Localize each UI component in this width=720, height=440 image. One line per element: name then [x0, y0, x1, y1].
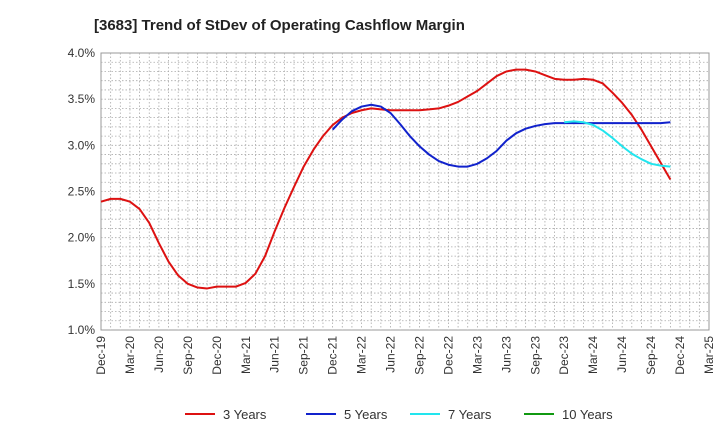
x-tick-label: Mar-24 [586, 336, 600, 374]
x-tick-label: Dec-19 [94, 336, 108, 375]
x-tick-label: Dec-23 [557, 336, 571, 375]
x-tick-label: Dec-20 [210, 336, 224, 375]
y-tick-label: 1.0% [68, 323, 96, 337]
x-tick-label: Jun-20 [152, 336, 166, 373]
x-tick-label: Mar-23 [470, 336, 484, 374]
x-axis: Dec-19 Mar-20 Jun-20 Sep-20 Dec-20 Mar-21 Jun-… [94, 336, 716, 375]
y-tick-label: 3.5% [68, 92, 96, 106]
x-tick-label: Jun-24 [615, 336, 629, 373]
legend-label: 7 Years [448, 407, 492, 422]
series-line-5-years [331, 103, 671, 168]
x-tick-label: Dec-24 [673, 336, 687, 375]
x-tick-label: Mar-22 [355, 336, 369, 374]
y-tick-label: 2.5% [68, 185, 96, 199]
x-tick-label: Jun-22 [384, 336, 398, 373]
x-tick-label: Mar-20 [123, 336, 137, 374]
y-axis: 1.0% 1.5% 2.0% 2.5% 3.0% 3.5% 4.0% [68, 46, 96, 337]
x-tick-label: Mar-25 [702, 336, 716, 374]
series-lines [100, 68, 672, 290]
legend-label: 3 Years [223, 407, 267, 422]
x-tick-label: Jun-21 [268, 336, 282, 373]
legend-label: 10 Years [562, 407, 613, 422]
x-tick-label: Sep-24 [644, 336, 658, 375]
x-tick-label: Mar-21 [239, 336, 253, 374]
series-line-7-years [564, 120, 671, 168]
y-tick-label: 1.5% [68, 277, 96, 291]
legend: 3 Years 5 Years 7 Years 10 Years [185, 407, 613, 422]
x-tick-label: Dec-22 [441, 336, 455, 375]
plot-area [100, 52, 710, 331]
x-tick-label: Sep-21 [297, 336, 311, 375]
x-tick-label: Sep-22 [412, 336, 426, 375]
y-tick-label: 4.0% [68, 46, 96, 60]
x-tick-label: Sep-20 [181, 336, 195, 375]
chart-title: [3683] Trend of StDev of Operating Cashf… [94, 17, 465, 34]
legend-label: 5 Years [344, 407, 388, 422]
grid [101, 53, 709, 330]
y-tick-label: 2.0% [68, 231, 96, 245]
x-tick-label: Jun-23 [499, 336, 513, 373]
x-tick-label: Dec-21 [326, 336, 340, 375]
y-tick-label: 3.0% [68, 138, 96, 152]
x-tick-label: Sep-23 [528, 336, 542, 375]
